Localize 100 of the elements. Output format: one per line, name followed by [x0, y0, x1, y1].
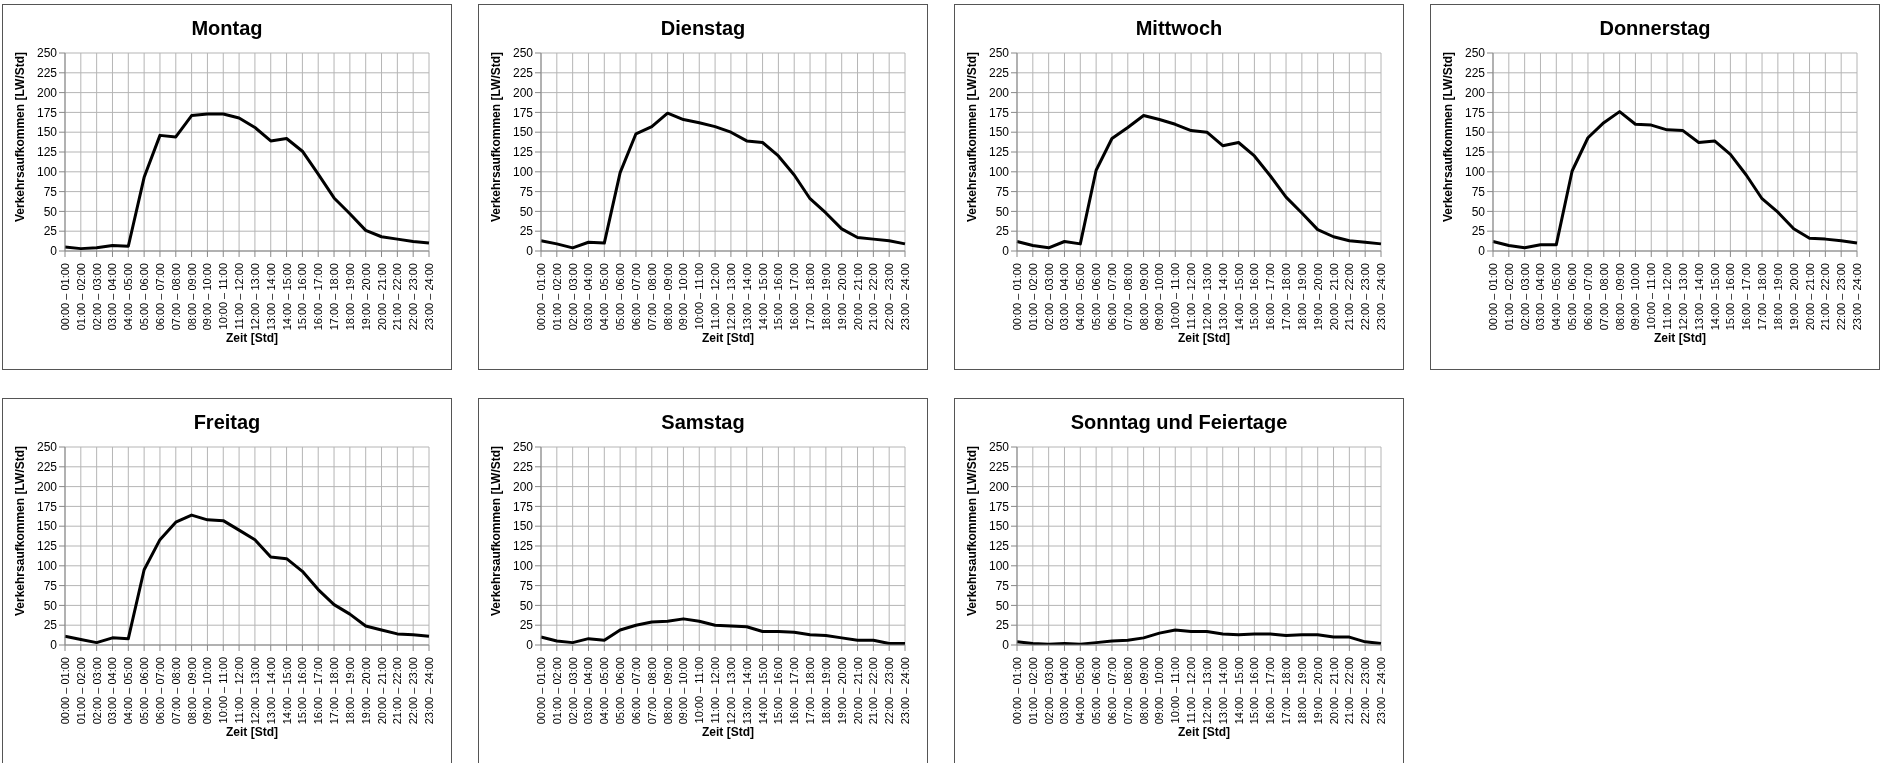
- x-tick-label: 02:00 – 03:00: [566, 263, 579, 331]
- y-tick-label: 0: [1002, 638, 1010, 653]
- y-tick-label: 0: [50, 638, 58, 653]
- x-tick-label: 00:00 – 01:00: [535, 263, 547, 331]
- x-tick-label: 08:00 – 09:00: [1137, 263, 1150, 331]
- x-tick-label: 11:00 – 12:00: [709, 657, 722, 724]
- x-tick-label: 18:00 – 19:00: [343, 657, 356, 725]
- x-tick-label: 05:00 – 06:00: [138, 263, 151, 331]
- x-tick-label: 20:00 – 21:00: [375, 657, 388, 725]
- x-tick-label: 21:00 – 22:00: [1343, 263, 1356, 331]
- x-tick-label: 04:00 – 05:00: [122, 657, 135, 725]
- x-tick-label: 16:00 – 17:00: [788, 263, 801, 331]
- x-tick-label: 07:00 – 08:00: [169, 657, 182, 725]
- x-tick-label: 12:00 – 13:00: [1200, 657, 1213, 725]
- x-tick-label: 23:00 – 24:00: [423, 263, 435, 331]
- x-tick-label: 17:00 – 18:00: [804, 263, 817, 331]
- x-tick-label: 03:00 – 04:00: [106, 657, 119, 725]
- x-tick-label: 22:00 – 23:00: [407, 263, 420, 331]
- x-tick-label: 20:00 – 21:00: [851, 263, 864, 331]
- y-tick-label: 200: [512, 479, 534, 494]
- chart-title: Donnerstag: [1598, 17, 1712, 41]
- x-tick-label: 22:00 – 23:00: [1359, 657, 1372, 725]
- x-tick-label: 22:00 – 23:00: [883, 263, 896, 331]
- x-tick-label: 03:00 – 04:00: [106, 263, 119, 331]
- y-tick-label: 75: [519, 184, 534, 199]
- y-tick-label: 75: [43, 578, 58, 593]
- x-tick-label: 12:00 – 13:00: [724, 657, 737, 725]
- x-tick-label: 08:00 – 09:00: [185, 657, 198, 725]
- x-tick-label: 20:00 – 21:00: [1803, 263, 1816, 331]
- x-tick-label: 00:00 – 01:00: [535, 657, 547, 725]
- x-tick-label: 01:00 – 02:00: [74, 657, 87, 725]
- x-tick-label: 10:00 – 11:00: [1169, 263, 1182, 330]
- x-tick-label: 11:00 – 12:00: [1661, 263, 1674, 330]
- x-tick-label: 04:00 – 05:00: [598, 657, 611, 725]
- y-tick-label: 250: [36, 440, 58, 455]
- x-tick-label: 19:00 – 20:00: [835, 263, 848, 331]
- x-tick-label: 08:00 – 09:00: [661, 657, 674, 725]
- y-tick-label: 125: [988, 539, 1010, 554]
- x-tick-label: 13:00 – 14:00: [740, 657, 753, 725]
- y-tick-label: 100: [512, 559, 534, 574]
- chart-title: Sonntag und Feiertage: [1069, 411, 1289, 435]
- y-tick-label: 175: [988, 499, 1010, 514]
- x-tick-label: 10:00 – 11:00: [1645, 263, 1658, 330]
- x-tick-label: 07:00 – 08:00: [169, 263, 182, 331]
- x-tick-label: 21:00 – 22:00: [1819, 263, 1832, 331]
- x-tick-label: 05:00 – 06:00: [1090, 657, 1103, 725]
- y-tick-label: 25: [995, 618, 1010, 633]
- x-tick-label: 19:00 – 20:00: [1787, 263, 1800, 331]
- x-tick-label: 05:00 – 06:00: [614, 657, 627, 725]
- y-tick-label: 250: [512, 46, 534, 61]
- x-tick-label: 04:00 – 05:00: [1074, 657, 1087, 725]
- x-tick-label: 20:00 – 21:00: [1327, 263, 1340, 331]
- x-tick-label: 10:00 – 11:00: [217, 263, 230, 330]
- y-tick-label: 25: [1471, 224, 1486, 239]
- x-tick-label: 22:00 – 23:00: [1835, 263, 1848, 331]
- chart-title: Samstag: [660, 411, 746, 435]
- x-tick-label: 13:00 – 14:00: [264, 263, 277, 331]
- x-tick-label: 20:00 – 21:00: [851, 657, 864, 725]
- x-tick-label: 01:00 – 02:00: [1026, 263, 1039, 331]
- x-tick-label: 20:00 – 21:00: [375, 263, 388, 331]
- x-tick-label: 15:00 – 16:00: [1724, 263, 1737, 331]
- x-tick-label: 18:00 – 19:00: [1295, 657, 1308, 725]
- x-tick-label: 08:00 – 09:00: [185, 263, 198, 331]
- x-tick-label: 02:00 – 03:00: [90, 263, 103, 331]
- y-tick-label: 25: [519, 618, 534, 633]
- x-tick-label: 23:00 – 24:00: [899, 263, 911, 331]
- x-tick-label: 23:00 – 24:00: [1375, 263, 1387, 331]
- x-tick-label: 14:00 – 15:00: [1232, 263, 1245, 331]
- x-tick-label: 07:00 – 08:00: [1121, 263, 1134, 331]
- y-tick-label: 100: [988, 165, 1010, 180]
- x-tick-label: 23:00 – 24:00: [423, 657, 435, 725]
- x-tick-label: 23:00 – 24:00: [1851, 263, 1863, 331]
- y-tick-label: 75: [519, 578, 534, 593]
- x-axis-title: Zeit [Std]: [1177, 331, 1231, 345]
- x-tick-label: 02:00 – 03:00: [566, 657, 579, 725]
- y-tick-label: 200: [988, 479, 1010, 494]
- x-tick-label: 01:00 – 02:00: [550, 657, 563, 725]
- x-tick-label: 12:00 – 13:00: [724, 263, 737, 331]
- y-axis-title: Verkehrsaufkommen [LW/Std]: [13, 445, 28, 616]
- x-tick-label: 17:00 – 18:00: [1280, 263, 1293, 331]
- x-axis-title: Zeit [Std]: [1653, 331, 1707, 345]
- x-tick-label: 08:00 – 09:00: [661, 263, 674, 331]
- x-tick-label: 09:00 – 10:00: [677, 657, 690, 725]
- x-tick-label: 22:00 – 23:00: [407, 657, 420, 725]
- x-tick-label: 08:00 – 09:00: [1137, 657, 1150, 725]
- x-tick-label: 11:00 – 12:00: [709, 263, 722, 330]
- x-tick-label: 04:00 – 05:00: [1550, 263, 1563, 331]
- x-tick-label: 05:00 – 06:00: [614, 263, 627, 331]
- x-tick-label: 00:00 – 01:00: [1011, 263, 1023, 331]
- y-tick-label: 100: [988, 559, 1010, 574]
- x-tick-label: 17:00 – 18:00: [328, 263, 341, 331]
- x-tick-label: 06:00 – 07:00: [629, 263, 642, 331]
- x-tick-label: 19:00 – 20:00: [359, 263, 372, 331]
- x-tick-label: 14:00 – 15:00: [280, 263, 293, 331]
- x-tick-label: 10:00 – 11:00: [693, 263, 706, 330]
- y-tick-label: 25: [43, 224, 58, 239]
- x-tick-label: 11:00 – 12:00: [233, 657, 246, 724]
- y-tick-label: 125: [988, 145, 1010, 160]
- x-tick-label: 02:00 – 03:00: [1518, 263, 1531, 331]
- y-tick-label: 125: [1464, 145, 1486, 160]
